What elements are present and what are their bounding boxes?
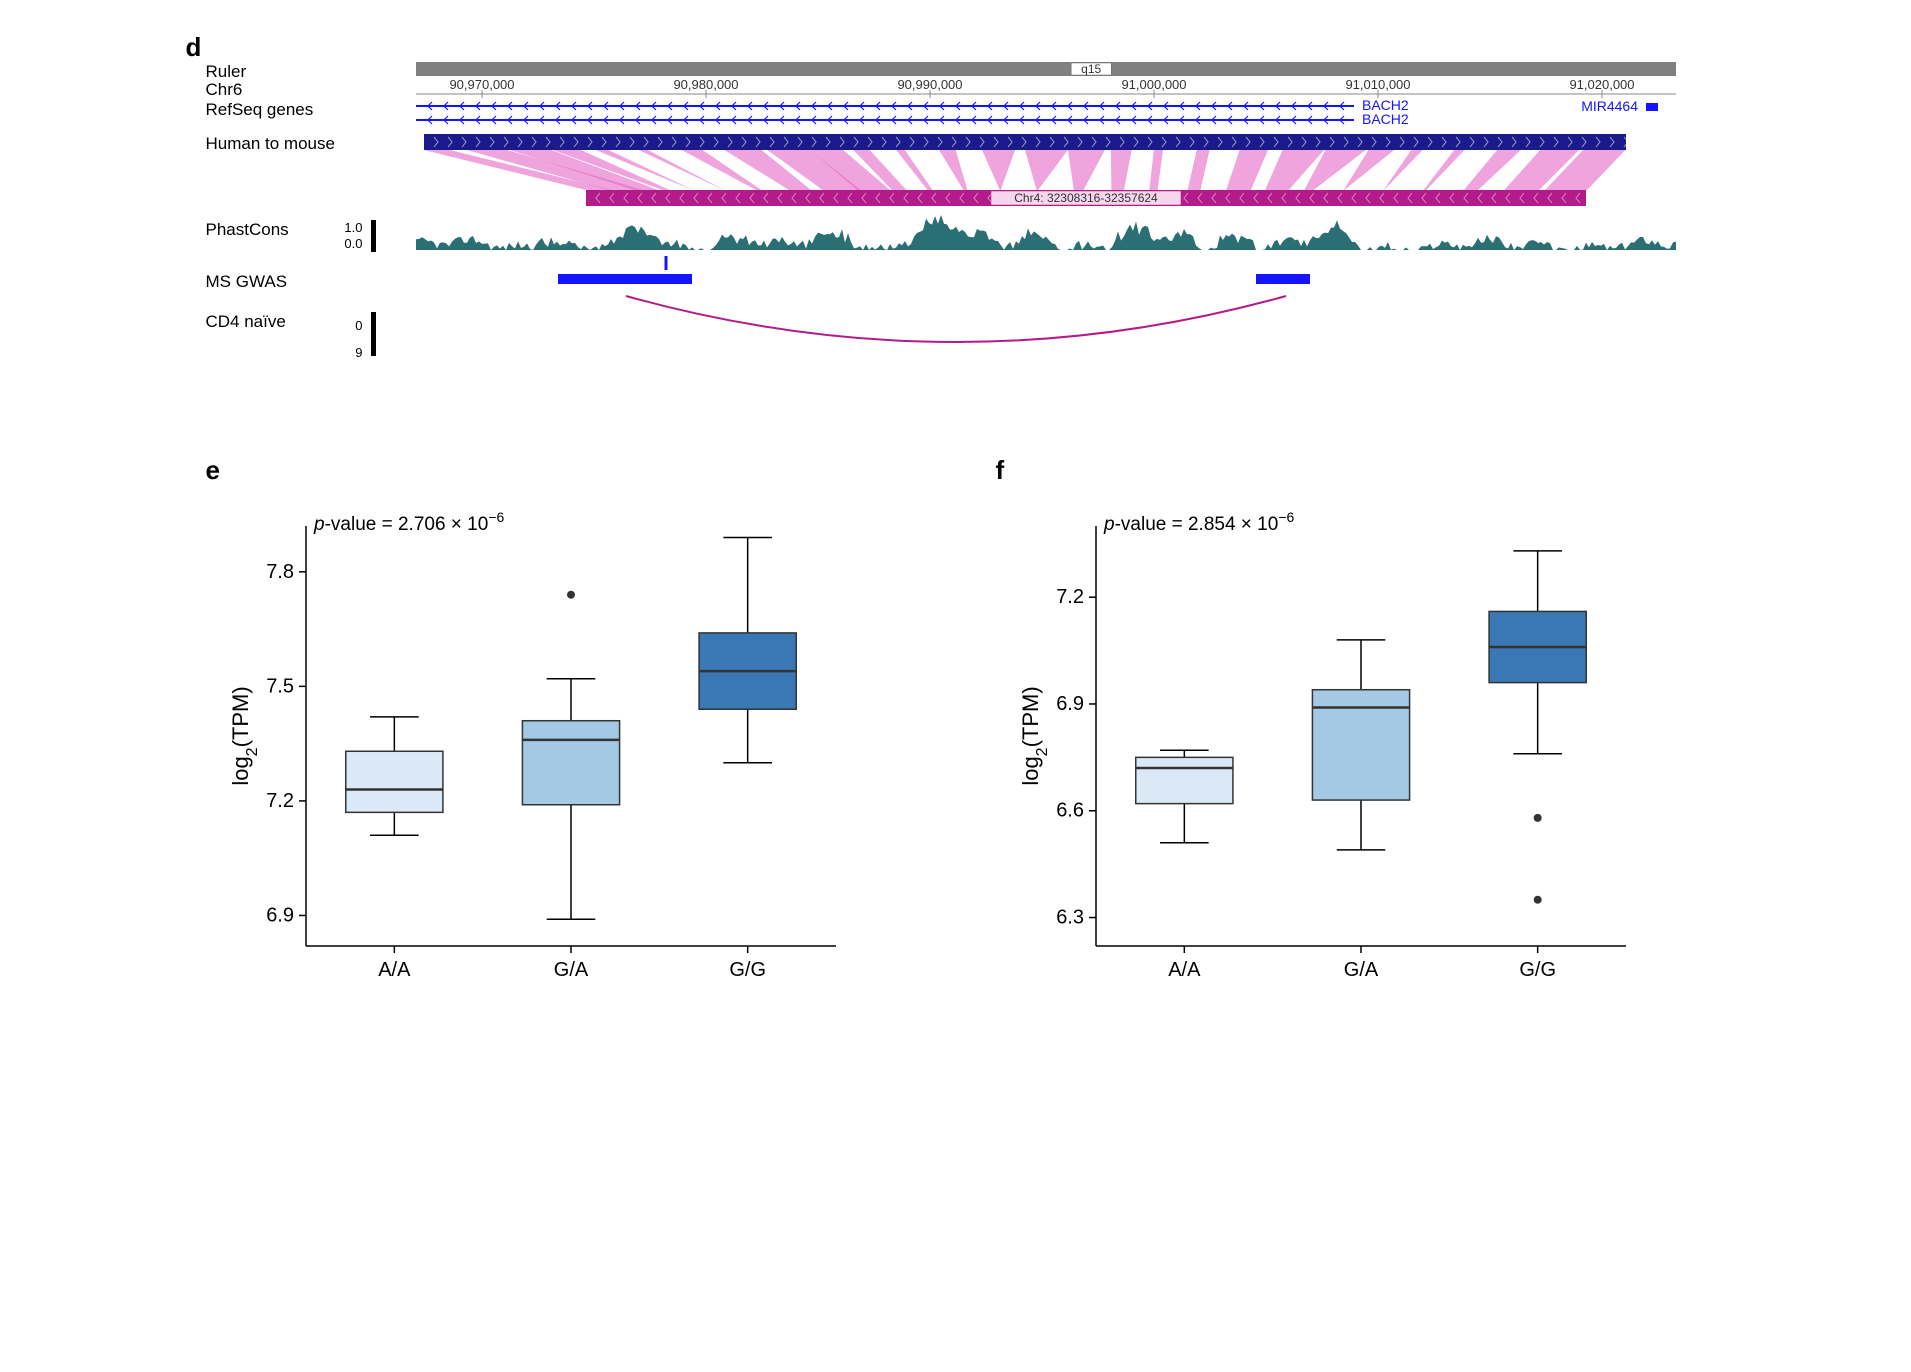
svg-text:G/G: G/G bbox=[1519, 959, 1556, 981]
svg-text:90,990,000: 90,990,000 bbox=[897, 77, 962, 92]
panel-f-label: f bbox=[996, 455, 1706, 486]
panel-d-track-labels: Ruler Chr6 RefSeq genes Human to mouse P… bbox=[206, 40, 386, 395]
svg-text:log2(TPM): log2(TPM) bbox=[1018, 686, 1051, 785]
panel-d: d Ruler Chr6 RefSeq genes Human to mouse… bbox=[206, 40, 1706, 395]
svg-text:90,980,000: 90,980,000 bbox=[673, 77, 738, 92]
svg-text:6.9: 6.9 bbox=[266, 904, 294, 926]
svg-text:log2(TPM): log2(TPM) bbox=[228, 686, 261, 785]
svg-text:91,000,000: 91,000,000 bbox=[1121, 77, 1186, 92]
panel-e: e 6.9 7.2 7.5 7.8 log2(TPM) p-value = 2.706 ×… bbox=[206, 455, 916, 1011]
phastcons-label: PhastCons bbox=[206, 220, 289, 272]
svg-text:7.8: 7.8 bbox=[266, 561, 294, 583]
boxplot-e: 6.9 7.2 7.5 7.8 log2(TPM) p-value = 2.706 × 1… bbox=[206, 486, 846, 1006]
cd4-label: CD4 naïve bbox=[206, 312, 286, 372]
svg-text:91,010,000: 91,010,000 bbox=[1345, 77, 1410, 92]
svg-text:Chr4: 32308316-32357624: Chr4: 32308316-32357624 bbox=[1014, 191, 1158, 205]
panel-d-tracks: q15 90,970,000 90,980,000 90,990,000 91,000,… bbox=[386, 40, 1706, 395]
svg-text:A/A: A/A bbox=[378, 959, 411, 981]
svg-text:6.9: 6.9 bbox=[1056, 693, 1084, 715]
panel-d-label: d bbox=[186, 32, 202, 63]
phastcons-scale: 1.0 0.0 bbox=[344, 220, 364, 272]
svg-text:6.6: 6.6 bbox=[1056, 800, 1084, 822]
svg-text:7.2: 7.2 bbox=[1056, 586, 1084, 608]
svg-text:MIR4464: MIR4464 bbox=[1581, 98, 1638, 114]
panel-f: f 6.3 6.6 6.9 7.2 log2(TPM) p-value = 2.854 ×… bbox=[996, 455, 1706, 1011]
ruler-label: Ruler bbox=[206, 62, 376, 80]
svg-text:A/A: A/A bbox=[1168, 959, 1201, 981]
msgwas-label: MS GWAS bbox=[206, 272, 376, 312]
svg-text:p-value = 2.706 × 10−6: p-value = 2.706 × 10−6 bbox=[313, 509, 505, 535]
svg-text:90,970,000: 90,970,000 bbox=[449, 77, 514, 92]
boxplot-f: 6.3 6.6 6.9 7.2 log2(TPM) p-value = 2.854 × 1… bbox=[996, 486, 1636, 1006]
h2m-label: Human to mouse bbox=[206, 134, 376, 220]
refseq-label: RefSeq genes bbox=[206, 100, 376, 134]
svg-text:91,020,000: 91,020,000 bbox=[1569, 77, 1634, 92]
svg-text:q15: q15 bbox=[1081, 62, 1101, 76]
svg-text:7.5: 7.5 bbox=[266, 675, 294, 697]
chr-label: Chr6 bbox=[206, 80, 376, 100]
svg-text:7.2: 7.2 bbox=[266, 790, 294, 812]
svg-text:G/A: G/A bbox=[1343, 959, 1378, 981]
svg-text:G/G: G/G bbox=[729, 959, 766, 981]
svg-text:6.3: 6.3 bbox=[1056, 907, 1084, 929]
svg-text:BACH2: BACH2 bbox=[1362, 111, 1409, 127]
svg-text:p-value = 2.854 × 10−6: p-value = 2.854 × 10−6 bbox=[1103, 509, 1295, 535]
svg-text:G/A: G/A bbox=[553, 959, 588, 981]
panel-e-label: e bbox=[206, 455, 916, 486]
